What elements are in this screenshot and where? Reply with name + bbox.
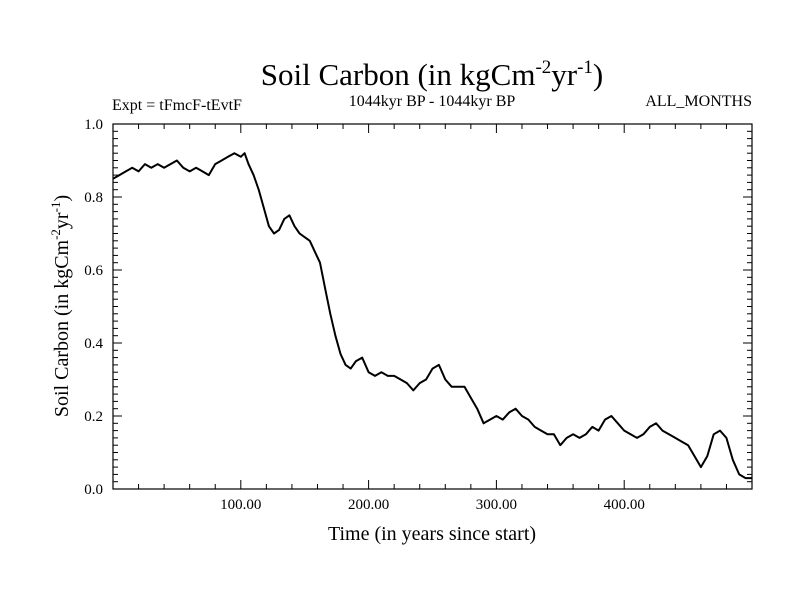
soil-carbon-series-line bbox=[112, 152, 752, 480]
period-label: 1044kyr BP - 1044kyr BP bbox=[349, 93, 516, 110]
chart-title: Soil Carbon (in kgCm-2yr-1) bbox=[261, 57, 604, 92]
x-tick-label: 200.00 bbox=[348, 497, 389, 513]
plot-frame bbox=[112, 123, 753, 490]
y-axis-label-end: ) bbox=[51, 195, 73, 202]
y-tick-label: 0.2 bbox=[84, 409, 103, 425]
y-tick-label: 0.0 bbox=[84, 482, 103, 498]
chart-title-sup2: -1 bbox=[577, 57, 593, 78]
chart-title-sup1: -2 bbox=[535, 57, 551, 78]
y-axis-label-mid: yr bbox=[51, 212, 73, 229]
chart-title-mid: yr bbox=[551, 57, 578, 92]
y-axis-label: Soil Carbon (in kgCm-2yr-1) bbox=[48, 195, 73, 417]
tick-labels: 0.0 0.2 0.4 0.6 0.8 1.0 100.00 200.00 300.00 400.… bbox=[84, 117, 645, 513]
chart-title-main: Soil Carbon (in kgCm bbox=[261, 57, 536, 92]
chart-title-end: ) bbox=[593, 57, 603, 92]
x-tick-label: 100.00 bbox=[220, 497, 261, 513]
y-tick-label: 1.0 bbox=[84, 117, 103, 133]
x-axis-label: Time (in years since start) bbox=[328, 523, 536, 545]
y-axis-label-main: Soil Carbon (in kgCm bbox=[51, 239, 73, 417]
y-axis-label-sup1: -2 bbox=[48, 229, 63, 240]
axis-ticks bbox=[112, 123, 753, 490]
experiment-label: Expt = tFmcF-tEvtF bbox=[112, 97, 242, 114]
y-tick-label: 0.4 bbox=[84, 336, 103, 352]
y-axis-label-sup2: -1 bbox=[48, 202, 63, 213]
x-tick-label: 400.00 bbox=[604, 497, 645, 513]
x-tick-label: 300.00 bbox=[476, 497, 517, 513]
y-tick-label: 0.8 bbox=[84, 190, 103, 206]
y-tick-label: 0.6 bbox=[84, 263, 103, 279]
months-label: ALL_MONTHS bbox=[645, 93, 752, 110]
